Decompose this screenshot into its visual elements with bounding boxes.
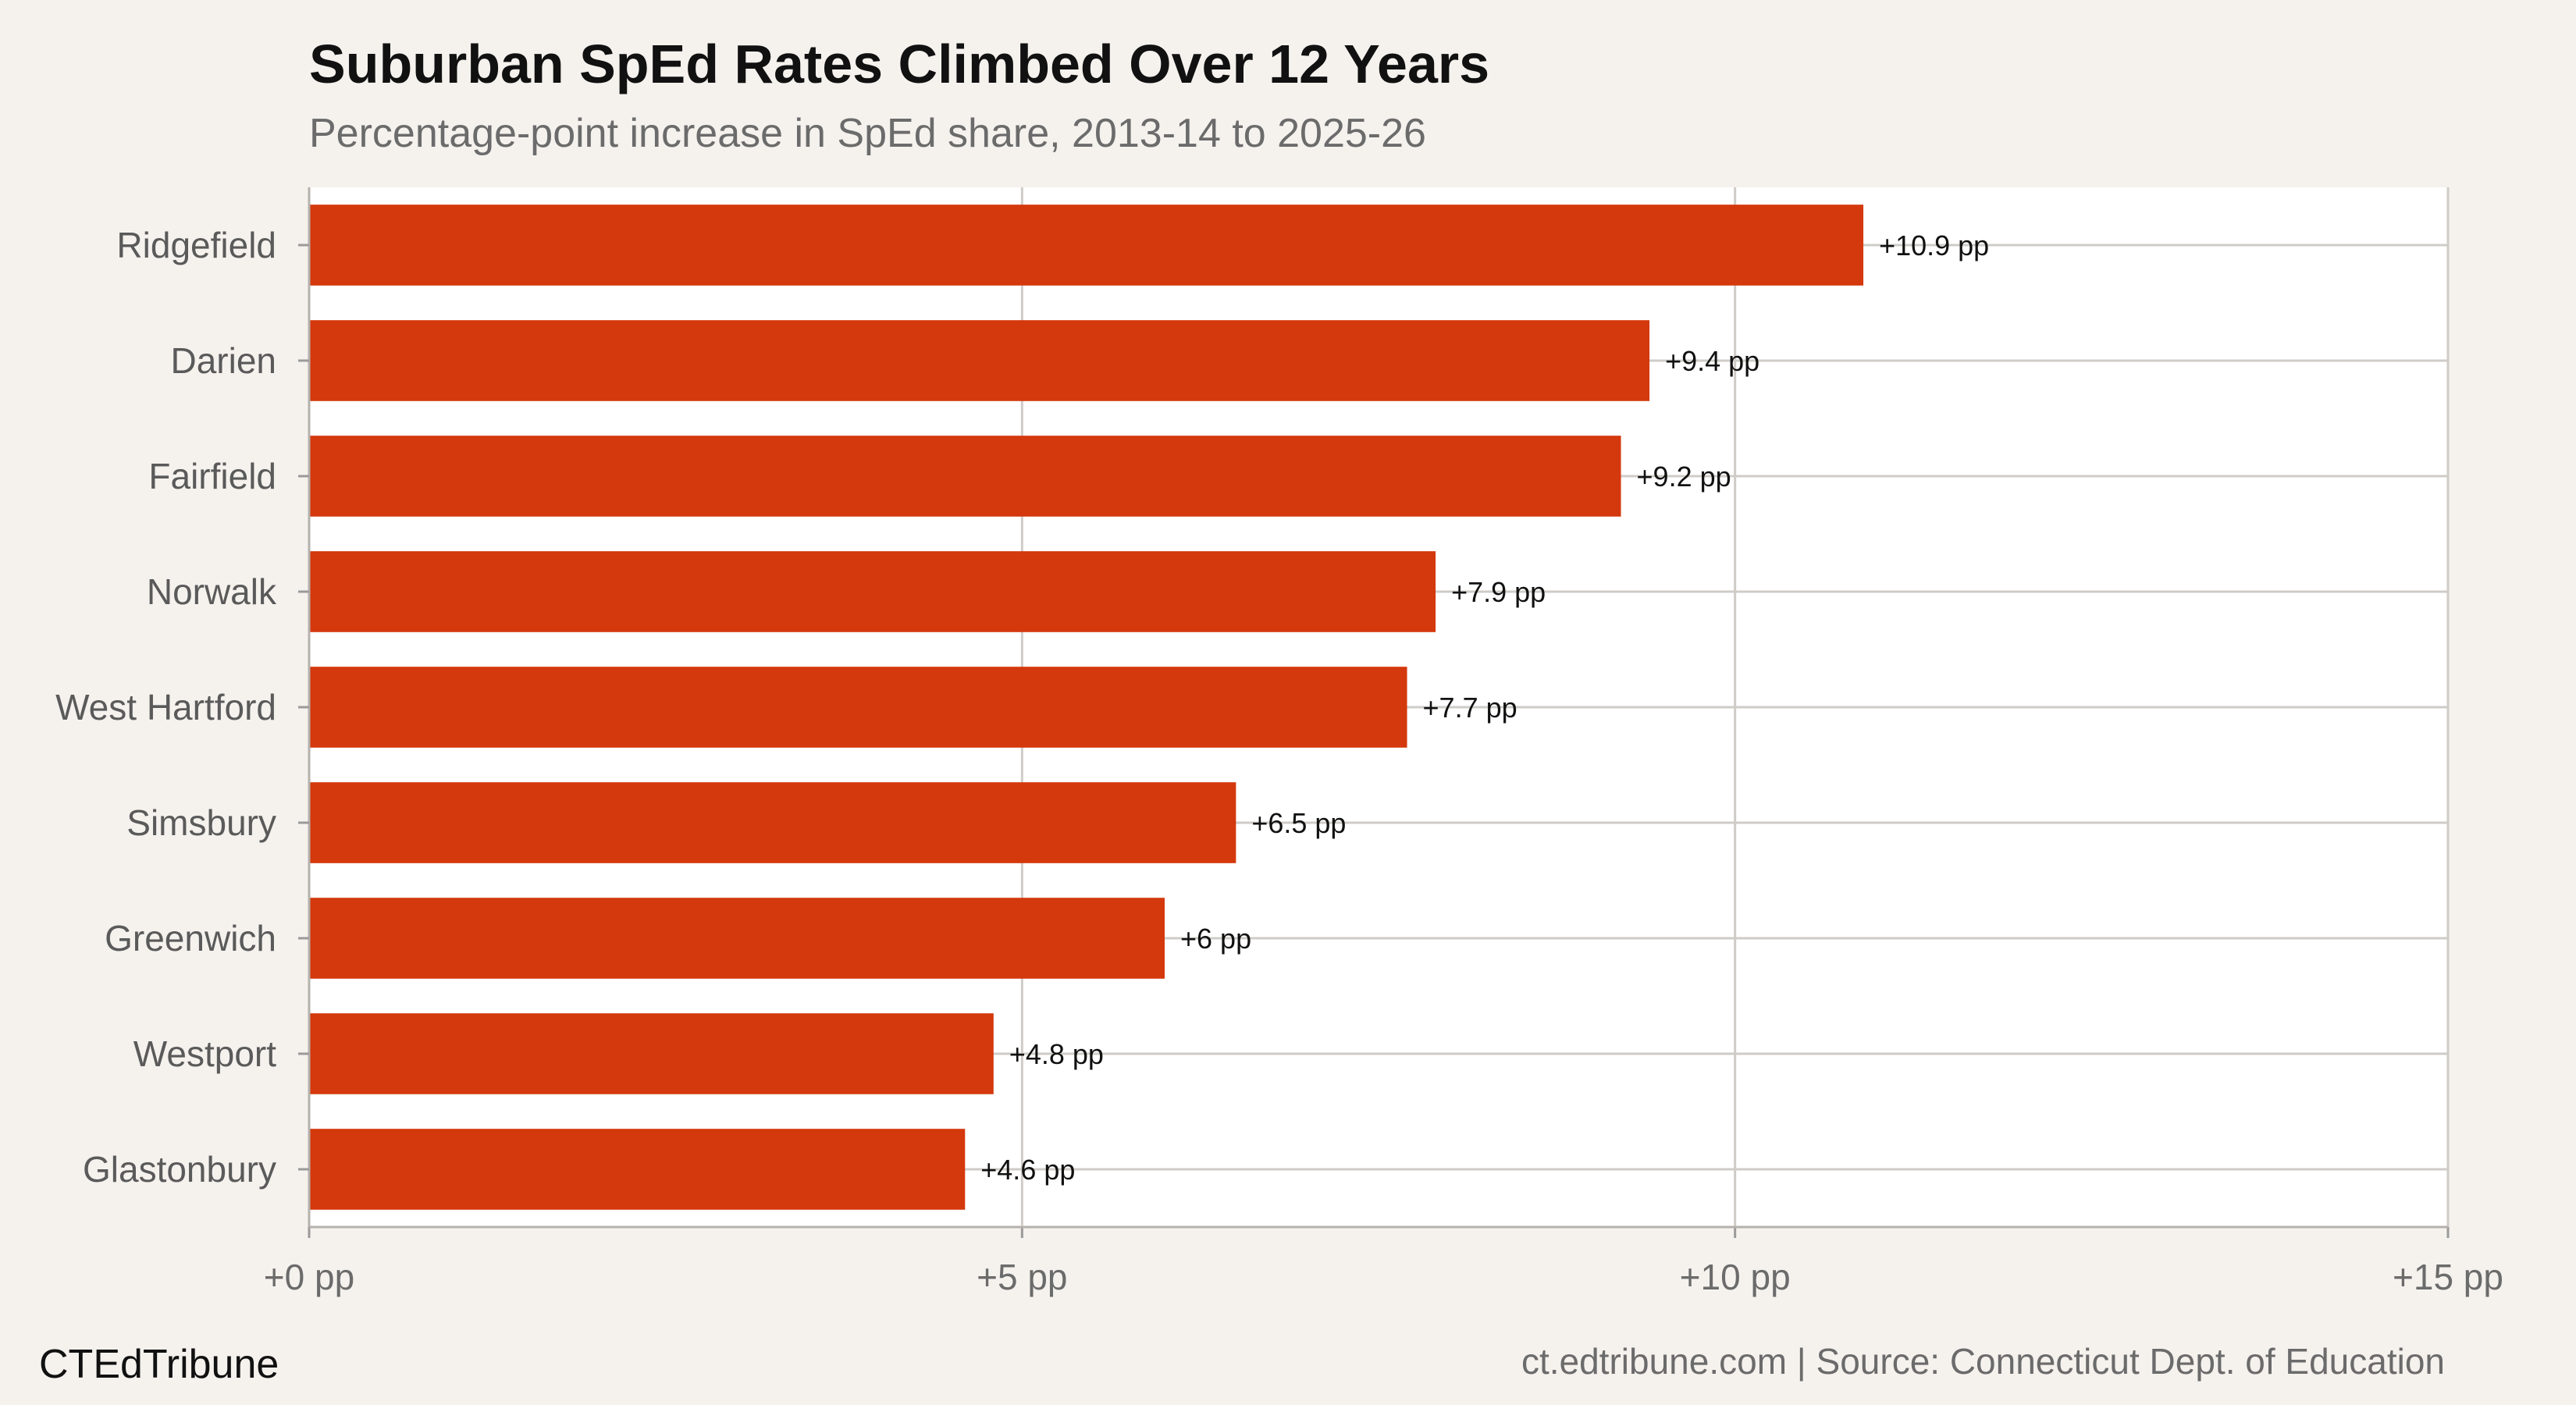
x-tick-label: +0 pp (264, 1257, 354, 1297)
bar (309, 1013, 994, 1094)
category-label: West Hartford (55, 687, 276, 727)
y-axis: Ridgefield Darien Fairfield Norwalk West Har… (55, 187, 311, 1227)
category-label: Glastonbury (83, 1149, 276, 1190)
x-tick-label: +15 pp (2393, 1257, 2503, 1297)
category-label: Ridgefield (116, 225, 276, 265)
chart-title: Suburban SpEd Rates Climbed Over 12 Year… (309, 34, 1489, 94)
data-label: +4.8 pp (1009, 1038, 1104, 1070)
data-label: +10.9 pp (1879, 229, 1989, 261)
x-axis: +0 pp +5 pp +10 pp +15 pp (264, 1225, 2503, 1297)
data-label: +7.7 pp (1423, 692, 1517, 724)
bar (309, 436, 1621, 517)
bar (309, 782, 1236, 863)
x-tick-label: +10 pp (1680, 1257, 1791, 1297)
bar (309, 551, 1436, 632)
bar (309, 205, 1864, 286)
labels-layer: +10.9 pp +9.4 pp +9.2 pp +7.9 pp +7.7 pp +6.5… (980, 229, 1989, 1186)
data-label: +9.4 pp (1665, 345, 1759, 377)
data-label: +4.6 pp (980, 1154, 1075, 1186)
chart-subtitle: Percentage-point increase in SpEd share,… (309, 111, 1426, 156)
x-tick-label: +5 pp (977, 1257, 1067, 1297)
source-note: ct.edtribune.com | Source: Connecticut D… (1521, 1341, 2445, 1382)
bar (309, 898, 1165, 979)
data-label: +7.9 pp (1451, 576, 1546, 608)
bar (309, 667, 1407, 748)
category-label: Norwalk (147, 571, 277, 612)
data-label: +6.5 pp (1251, 807, 1346, 839)
category-label: Fairfield (148, 456, 276, 496)
bar (309, 320, 1650, 401)
bars-layer (309, 205, 1864, 1210)
bar (309, 1129, 966, 1210)
data-label: +9.2 pp (1637, 461, 1731, 493)
category-label: Simsbury (126, 802, 276, 843)
category-label: Greenwich (105, 918, 276, 959)
category-label: Darien (170, 340, 276, 381)
category-label: Westport (133, 1033, 276, 1074)
data-label: +6 pp (1180, 923, 1251, 955)
brand-label: CTEdTribune (39, 1342, 279, 1387)
